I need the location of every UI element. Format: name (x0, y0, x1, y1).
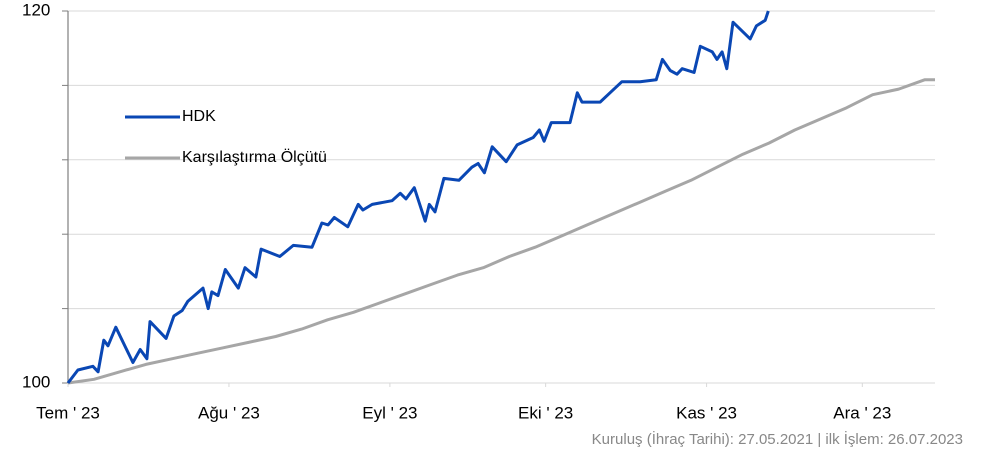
y-tick-label: 120 (22, 0, 50, 19)
footnote: Kuruluş (İhraç Tarihi): 27.05.2021 | ilk… (592, 430, 963, 448)
series-line (67, 78, 935, 385)
x-tick-label: Ara ' 23 (833, 403, 891, 422)
x-tick-label: Eki ' 23 (518, 403, 573, 422)
legend-label: Karşılaştırma Ölçütü (182, 148, 327, 166)
x-tick-label: Eyl ' 23 (362, 403, 417, 422)
y-tick-label: 100 (22, 372, 50, 391)
x-tick-label: Tem ' 23 (36, 403, 100, 422)
x-tick-label: Kas ' 23 (676, 403, 737, 422)
series-line (66, 10, 770, 384)
x-tick-label: Ağu ' 23 (198, 403, 260, 422)
legend-label: HDK (182, 108, 216, 125)
